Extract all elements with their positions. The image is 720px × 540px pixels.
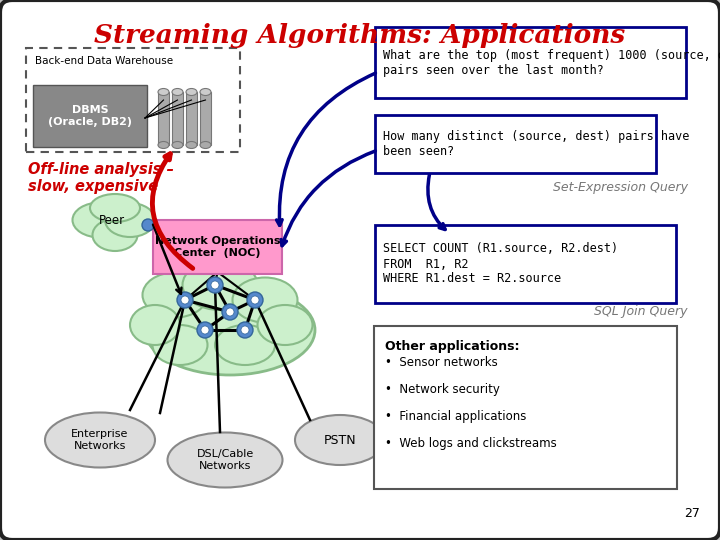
Text: Peer: Peer bbox=[99, 213, 125, 226]
Text: •  Network security: • Network security bbox=[385, 383, 500, 396]
Ellipse shape bbox=[158, 141, 169, 149]
Ellipse shape bbox=[172, 141, 183, 149]
Ellipse shape bbox=[172, 89, 183, 96]
Ellipse shape bbox=[258, 305, 312, 345]
Text: Set-Expression Query: Set-Expression Query bbox=[553, 180, 688, 193]
Circle shape bbox=[247, 292, 263, 308]
Ellipse shape bbox=[92, 219, 138, 251]
Ellipse shape bbox=[168, 433, 282, 488]
Circle shape bbox=[226, 308, 234, 316]
Ellipse shape bbox=[215, 325, 275, 365]
Circle shape bbox=[222, 304, 238, 320]
Ellipse shape bbox=[153, 325, 207, 365]
Ellipse shape bbox=[45, 413, 155, 468]
Circle shape bbox=[177, 292, 193, 308]
FancyBboxPatch shape bbox=[158, 92, 169, 145]
FancyBboxPatch shape bbox=[186, 92, 197, 145]
Circle shape bbox=[241, 326, 249, 334]
Circle shape bbox=[201, 326, 209, 334]
Circle shape bbox=[181, 296, 189, 304]
Ellipse shape bbox=[200, 141, 211, 149]
Text: SELECT COUNT (R1.source, R2.dest)
FROM  R1, R2
WHERE R1.dest = R2.source: SELECT COUNT (R1.source, R2.dest) FROM R… bbox=[383, 242, 618, 286]
Ellipse shape bbox=[143, 273, 207, 318]
Circle shape bbox=[207, 277, 223, 293]
Circle shape bbox=[251, 296, 259, 304]
Text: Enterprise
Networks: Enterprise Networks bbox=[71, 429, 129, 451]
FancyBboxPatch shape bbox=[375, 27, 686, 98]
Text: How many distinct (source, dest) pairs have
been seen?: How many distinct (source, dest) pairs h… bbox=[383, 130, 689, 158]
FancyBboxPatch shape bbox=[153, 220, 282, 274]
Circle shape bbox=[142, 219, 154, 231]
Ellipse shape bbox=[90, 194, 140, 222]
FancyBboxPatch shape bbox=[26, 48, 240, 152]
FancyBboxPatch shape bbox=[375, 115, 656, 173]
Text: PSTN: PSTN bbox=[324, 434, 356, 447]
Ellipse shape bbox=[158, 89, 169, 96]
Text: Streaming Algorithms: Applications: Streaming Algorithms: Applications bbox=[94, 23, 626, 48]
FancyBboxPatch shape bbox=[200, 92, 211, 145]
Text: 27: 27 bbox=[684, 507, 700, 520]
Ellipse shape bbox=[105, 203, 155, 237]
Text: •  Sensor networks: • Sensor networks bbox=[385, 356, 498, 369]
Text: •  Financial applications: • Financial applications bbox=[385, 410, 526, 423]
FancyBboxPatch shape bbox=[172, 92, 183, 145]
Circle shape bbox=[197, 322, 213, 338]
Ellipse shape bbox=[295, 415, 385, 465]
Text: Back-end Data Warehouse: Back-end Data Warehouse bbox=[35, 56, 173, 66]
FancyBboxPatch shape bbox=[33, 85, 147, 147]
Text: DBMS
(Oracle, DB2): DBMS (Oracle, DB2) bbox=[48, 105, 132, 127]
Circle shape bbox=[211, 281, 219, 289]
Text: Off-line analysis –
slow, expensive: Off-line analysis – slow, expensive bbox=[28, 162, 174, 194]
Text: •  Web logs and clickstreams: • Web logs and clickstreams bbox=[385, 437, 557, 450]
Ellipse shape bbox=[186, 89, 197, 96]
Ellipse shape bbox=[233, 278, 297, 322]
Text: DSL/Cable
Networks: DSL/Cable Networks bbox=[197, 449, 253, 471]
Text: Other applications:: Other applications: bbox=[385, 340, 520, 353]
Ellipse shape bbox=[73, 202, 127, 238]
FancyBboxPatch shape bbox=[374, 326, 677, 489]
Ellipse shape bbox=[200, 89, 211, 96]
Ellipse shape bbox=[130, 305, 180, 345]
FancyBboxPatch shape bbox=[375, 225, 676, 303]
Text: Network Operations
Center  (NOC): Network Operations Center (NOC) bbox=[155, 236, 280, 258]
Text: What are the top (most frequent) 1000 (source, dest)
pairs seen over the last mo: What are the top (most frequent) 1000 (s… bbox=[383, 49, 720, 77]
Text: SQL Join Query: SQL Join Query bbox=[595, 306, 688, 319]
Ellipse shape bbox=[186, 141, 197, 149]
Circle shape bbox=[237, 322, 253, 338]
Ellipse shape bbox=[182, 260, 258, 310]
Ellipse shape bbox=[145, 285, 315, 375]
